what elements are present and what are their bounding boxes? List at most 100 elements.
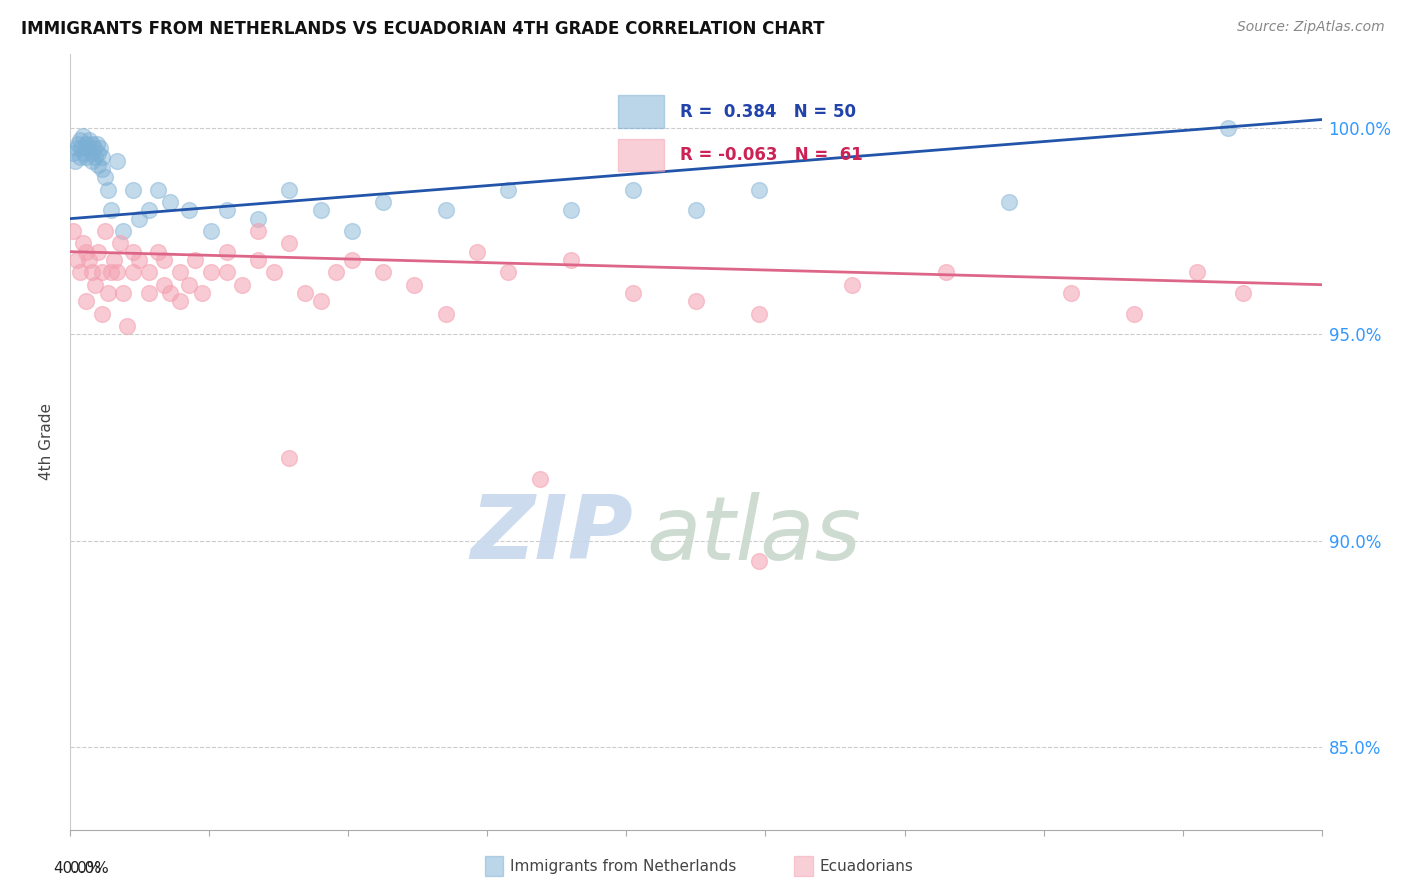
Point [278,183,301,197]
Point [434,203,457,218]
Point [309,203,332,218]
Point [247,224,270,238]
Point [748,554,770,568]
Point [87,145,110,160]
Point [215,244,238,259]
Point [200,224,222,238]
Point [128,252,150,267]
Point [72,236,94,251]
Point [69,150,91,164]
Point [86,137,108,152]
Point [1216,120,1239,135]
Point [67,137,90,152]
Point [498,265,520,279]
Point [138,285,160,300]
Text: 0.0%: 0.0% [70,861,110,876]
Point [82,153,104,168]
Point [841,277,863,292]
Point [75,150,97,164]
Point [159,195,181,210]
Point [560,203,582,218]
Point [153,277,176,292]
Point [247,211,270,226]
Point [529,472,551,486]
Point [153,252,176,267]
Point [72,129,94,144]
Point [97,285,120,300]
Point [90,265,112,279]
Y-axis label: 4th Grade: 4th Grade [39,403,55,480]
Point [179,277,201,292]
Text: Ecuadorians: Ecuadorians [820,859,914,873]
Point [325,265,347,279]
Point [84,277,107,292]
Point [215,203,238,218]
Point [65,252,87,267]
Point [560,252,582,267]
Point [75,244,97,259]
Point [75,137,97,152]
Point [77,133,100,147]
Point [263,265,285,279]
Point [621,285,644,300]
Point [498,183,520,197]
Point [76,141,98,155]
Point [128,211,150,226]
Point [100,265,122,279]
Point [998,195,1021,210]
Point [112,285,135,300]
Point [87,244,110,259]
Point [70,141,93,155]
Point [340,252,363,267]
Point [748,307,770,321]
Point [93,224,115,238]
Point [1122,307,1144,321]
Point [69,265,91,279]
Point [685,294,707,309]
Point [103,252,125,267]
Text: IMMIGRANTS FROM NETHERLANDS VS ECUADORIAN 4TH GRADE CORRELATION CHART: IMMIGRANTS FROM NETHERLANDS VS ECUADORIA… [21,20,824,37]
Point [1185,265,1208,279]
Point [62,224,84,238]
Point [179,203,201,218]
Point [90,150,112,164]
Point [90,162,112,177]
Point [294,285,316,300]
Point [63,153,86,168]
Point [215,265,238,279]
Text: Source: ZipAtlas.com: Source: ZipAtlas.com [1237,20,1385,34]
Point [200,265,222,279]
Point [93,170,115,185]
Text: 40.0%: 40.0% [53,861,101,876]
Point [685,203,707,218]
Point [247,252,270,267]
Text: atlas: atlas [645,491,860,578]
Point [159,285,181,300]
Point [278,236,301,251]
Text: ZIP: ZIP [471,491,633,578]
Point [404,277,426,292]
Point [77,252,100,267]
Point [90,307,112,321]
Point [138,203,160,218]
Point [82,137,104,152]
Point [84,150,107,164]
Point [371,265,394,279]
Point [97,183,120,197]
Point [1232,285,1254,300]
Point [89,141,111,155]
Point [79,145,101,160]
Point [748,183,770,197]
Point [278,451,301,466]
Point [82,265,104,279]
Point [121,183,145,197]
Point [190,285,212,300]
Point [434,307,457,321]
Point [184,252,207,267]
Point [121,265,145,279]
Point [115,318,138,333]
Point [69,133,91,147]
Point [169,294,191,309]
Point [62,145,84,160]
Point [105,153,128,168]
